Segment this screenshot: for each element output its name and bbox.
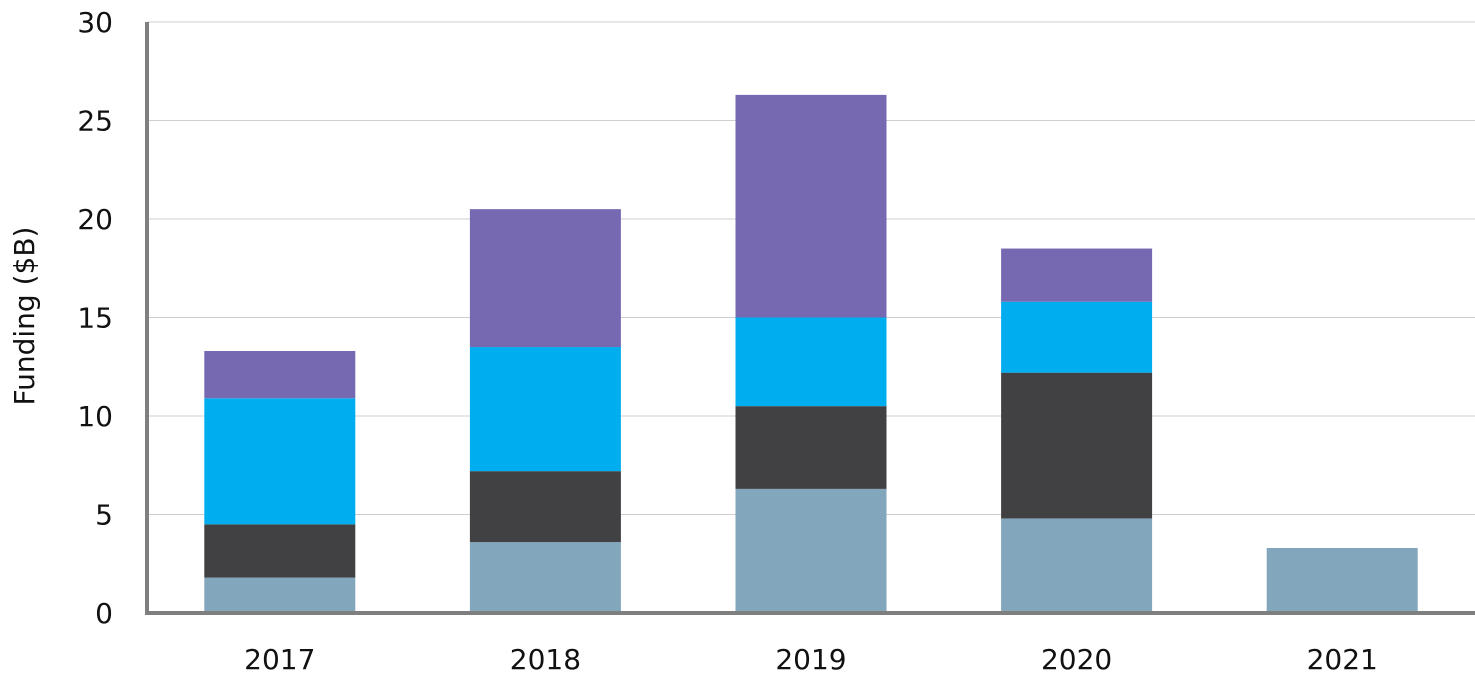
bar-segment <box>735 406 887 489</box>
y-tick-label: 10 <box>77 400 113 433</box>
bars <box>204 94 1418 613</box>
x-tick-labels: 2017 2018 2019 2020 2021 <box>244 643 1378 676</box>
x-tick-label: 2017 <box>244 643 315 676</box>
y-tick-label: 0 <box>95 597 113 630</box>
x-tick-label: 2020 <box>1041 643 1112 676</box>
x-tick-label: 2019 <box>775 643 846 676</box>
bar-segment <box>735 488 887 613</box>
axes <box>145 22 1475 615</box>
bar-segment <box>469 347 621 472</box>
bar-segment <box>204 398 356 525</box>
x-tick-label: 2021 <box>1307 643 1378 676</box>
y-tick-labels: 0 5 10 15 20 25 30 <box>77 6 113 630</box>
bar-segment <box>1001 248 1153 302</box>
bar-segment <box>469 471 621 543</box>
bar-segment <box>204 524 356 578</box>
bar-segment <box>735 94 887 318</box>
y-tick-label: 5 <box>95 499 113 532</box>
y-axis-title: Funding ($B) <box>8 227 41 406</box>
bar-segment <box>1001 372 1153 519</box>
x-tick-label: 2018 <box>510 643 581 676</box>
bar-segment <box>1266 547 1418 613</box>
bar-segment <box>469 209 621 348</box>
bar-segment <box>1001 518 1153 613</box>
y-tick-label: 15 <box>77 302 113 335</box>
bar-segment <box>204 577 356 613</box>
y-tick-label: 25 <box>77 105 113 138</box>
bar-segment <box>735 317 887 407</box>
bar-segment <box>469 542 621 613</box>
bar-segment <box>1001 301 1153 373</box>
bar-segment <box>204 350 356 399</box>
y-tick-label: 20 <box>77 203 113 236</box>
y-tick-label: 30 <box>77 6 113 39</box>
